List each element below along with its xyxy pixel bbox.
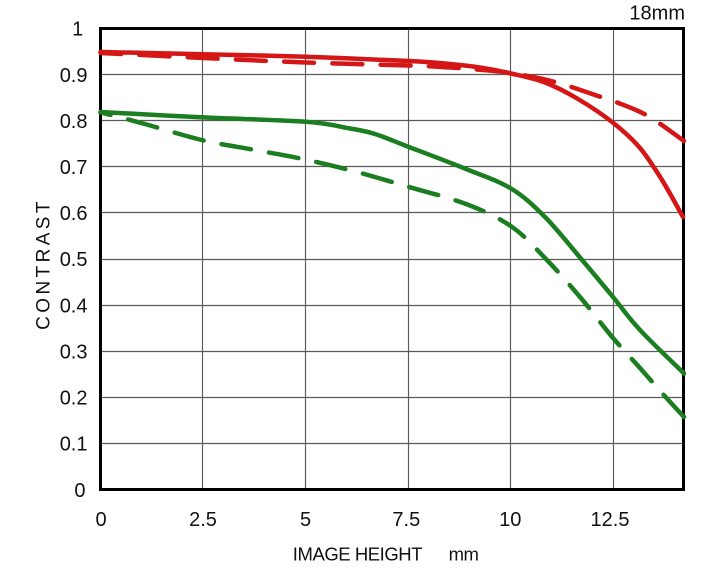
svg-text:18mm: 18mm [629,2,685,24]
svg-text:0.7: 0.7 [60,157,88,179]
svg-text:0.5: 0.5 [60,249,88,271]
svg-text:1: 1 [72,19,83,41]
svg-text:0: 0 [74,480,85,502]
svg-text:IMAGE HEIGHT: IMAGE HEIGHT [293,544,422,565]
svg-text:12.5: 12.5 [591,509,630,531]
svg-text:0: 0 [95,509,106,531]
svg-text:0.1: 0.1 [60,434,88,456]
svg-text:2.5: 2.5 [189,509,217,531]
svg-text:5: 5 [300,509,311,531]
svg-text:0.6: 0.6 [60,203,88,225]
svg-text:0.3: 0.3 [60,341,88,363]
svg-text:CONTRAST: CONTRAST [34,198,55,330]
svg-text:0.2: 0.2 [60,388,88,410]
svg-text:0.4: 0.4 [60,295,88,317]
svg-text:0.8: 0.8 [60,111,88,133]
svg-text:7.5: 7.5 [392,509,420,531]
svg-text:mm: mm [449,544,479,565]
svg-text:0.9: 0.9 [60,65,88,87]
svg-text:10: 10 [499,509,521,531]
